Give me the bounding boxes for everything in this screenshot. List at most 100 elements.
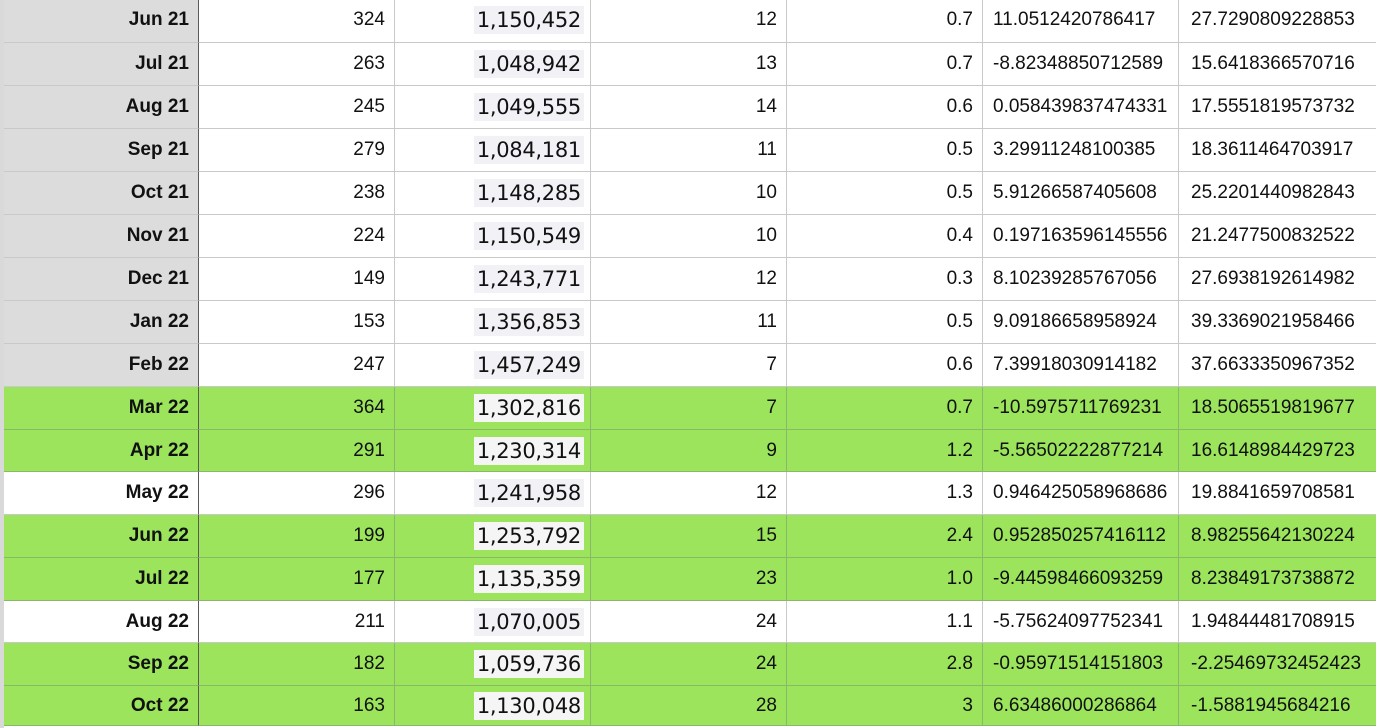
cell-col-a[interactable]: 149 (199, 258, 395, 301)
cell-col-d[interactable]: 0.7 (787, 387, 983, 430)
cell-col-e[interactable]: -10.5975711769231 (983, 387, 1179, 430)
cell-col-f[interactable]: 21.2477500832522 (1179, 215, 1376, 258)
cell-col-e[interactable]: 3.29911248100385 (983, 129, 1179, 172)
cell-col-b[interactable]: 1,241,958 (395, 472, 591, 515)
cell-col-c[interactable]: 12 (591, 258, 787, 301)
row-label-cell[interactable]: Mar 22 (4, 387, 199, 430)
cell-col-d[interactable]: 0.4 (787, 215, 983, 258)
cell-col-c[interactable]: 11 (591, 129, 787, 172)
row-label-cell[interactable]: Sep 21 (4, 129, 199, 172)
cell-col-d[interactable]: 0.5 (787, 172, 983, 215)
cell-col-a[interactable]: 211 (199, 601, 395, 643)
cell-col-f[interactable]: 18.3611464703917 (1179, 129, 1376, 172)
cell-col-c[interactable]: 10 (591, 172, 787, 215)
cell-col-f[interactable]: 16.6148984429723 (1179, 430, 1376, 472)
cell-col-e[interactable]: -5.56502222877214 (983, 430, 1179, 472)
cell-col-a[interactable]: 224 (199, 215, 395, 258)
row-label-cell[interactable]: Aug 21 (4, 86, 199, 129)
cell-col-e[interactable]: 8.10239285767056 (983, 258, 1179, 301)
row-label-cell[interactable]: Aug 22 (4, 601, 199, 643)
cell-col-a[interactable]: 177 (199, 558, 395, 601)
row-label-cell[interactable]: Nov 21 (4, 215, 199, 258)
row-label-cell[interactable]: Dec 21 (4, 258, 199, 301)
cell-col-c[interactable]: 12 (591, 472, 787, 515)
cell-col-d[interactable]: 1.2 (787, 430, 983, 472)
cell-col-c[interactable]: 9 (591, 430, 787, 472)
cell-col-a[interactable]: 153 (199, 301, 395, 344)
row-label-cell[interactable]: Jun 21 (4, 0, 199, 43)
cell-col-d[interactable]: 1.3 (787, 472, 983, 515)
cell-col-b[interactable]: 1,150,452 (395, 0, 591, 43)
cell-col-d[interactable]: 1.0 (787, 558, 983, 601)
cell-col-e[interactable]: 11.0512420786417 (983, 0, 1179, 43)
cell-col-e[interactable]: 6.63486000286864 (983, 686, 1179, 726)
cell-col-e[interactable]: 0.952850257416112 (983, 515, 1179, 558)
cell-col-c[interactable]: 23 (591, 558, 787, 601)
cell-col-a[interactable]: 245 (199, 86, 395, 129)
cell-col-b[interactable]: 1,243,771 (395, 258, 591, 301)
cell-col-d[interactable]: 0.5 (787, 129, 983, 172)
cell-col-d[interactable]: 1.1 (787, 601, 983, 643)
cell-col-a[interactable]: 364 (199, 387, 395, 430)
row-label-cell[interactable]: Jun 22 (4, 515, 199, 558)
cell-col-d[interactable]: 2.8 (787, 643, 983, 686)
cell-col-e[interactable]: 0.197163596145556 (983, 215, 1179, 258)
cell-col-d[interactable]: 0.7 (787, 0, 983, 43)
cell-col-e[interactable]: -0.95971514151803 (983, 643, 1179, 686)
cell-col-d[interactable]: 2.4 (787, 515, 983, 558)
cell-col-c[interactable]: 24 (591, 643, 787, 686)
cell-col-d[interactable]: 0.3 (787, 258, 983, 301)
cell-col-d[interactable]: 0.5 (787, 301, 983, 344)
cell-col-f[interactable]: 19.8841659708581 (1179, 472, 1376, 515)
cell-col-b[interactable]: 1,356,853 (395, 301, 591, 344)
cell-col-a[interactable]: 279 (199, 129, 395, 172)
cell-col-b[interactable]: 1,048,942 (395, 43, 591, 86)
cell-col-f[interactable]: 15.6418366570716 (1179, 43, 1376, 86)
cell-col-a[interactable]: 291 (199, 430, 395, 472)
row-label-cell[interactable]: Oct 22 (4, 686, 199, 726)
cell-col-c[interactable]: 24 (591, 601, 787, 643)
cell-col-b[interactable]: 1,049,555 (395, 86, 591, 129)
cell-col-f[interactable]: 1.94844481708915 (1179, 601, 1376, 643)
cell-col-c[interactable]: 11 (591, 301, 787, 344)
cell-col-f[interactable]: 8.23849173738872 (1179, 558, 1376, 601)
cell-col-d[interactable]: 0.6 (787, 86, 983, 129)
row-label-cell[interactable]: May 22 (4, 472, 199, 515)
row-label-cell[interactable]: Feb 22 (4, 344, 199, 387)
cell-col-c[interactable]: 12 (591, 0, 787, 43)
cell-col-e[interactable]: 7.39918030914182 (983, 344, 1179, 387)
cell-col-a[interactable]: 238 (199, 172, 395, 215)
cell-col-b[interactable]: 1,148,285 (395, 172, 591, 215)
cell-col-c[interactable]: 7 (591, 387, 787, 430)
cell-col-f[interactable]: 27.7290809228853 (1179, 0, 1376, 43)
cell-col-d[interactable]: 3 (787, 686, 983, 726)
cell-col-b[interactable]: 1,084,181 (395, 129, 591, 172)
cell-col-b[interactable]: 1,302,816 (395, 387, 591, 430)
cell-col-f[interactable]: 27.6938192614982 (1179, 258, 1376, 301)
cell-col-a[interactable]: 182 (199, 643, 395, 686)
cell-col-b[interactable]: 1,253,792 (395, 515, 591, 558)
cell-col-b[interactable]: 1,135,359 (395, 558, 591, 601)
cell-col-b[interactable]: 1,150,549 (395, 215, 591, 258)
row-label-cell[interactable]: Apr 22 (4, 430, 199, 472)
cell-col-b[interactable]: 1,457,249 (395, 344, 591, 387)
cell-col-f[interactable]: 25.2201440982843 (1179, 172, 1376, 215)
cell-col-b[interactable]: 1,059,736 (395, 643, 591, 686)
cell-col-a[interactable]: 199 (199, 515, 395, 558)
cell-col-e[interactable]: -9.44598466093259 (983, 558, 1179, 601)
row-label-cell[interactable]: Jul 22 (4, 558, 199, 601)
cell-col-e[interactable]: 9.09186658958924 (983, 301, 1179, 344)
cell-col-d[interactable]: 0.6 (787, 344, 983, 387)
cell-col-f[interactable]: 39.3369021958466 (1179, 301, 1376, 344)
cell-col-c[interactable]: 14 (591, 86, 787, 129)
row-label-cell[interactable]: Sep 22 (4, 643, 199, 686)
cell-col-d[interactable]: 0.7 (787, 43, 983, 86)
cell-col-f[interactable]: 37.6633350967352 (1179, 344, 1376, 387)
cell-col-c[interactable]: 15 (591, 515, 787, 558)
cell-col-e[interactable]: 0.058439837474331 (983, 86, 1179, 129)
cell-col-f[interactable]: -2.25469732452423 (1179, 643, 1376, 686)
cell-col-e[interactable]: -5.75624097752341 (983, 601, 1179, 643)
cell-col-e[interactable]: 5.91266587405608 (983, 172, 1179, 215)
cell-col-e[interactable]: 0.946425058968686 (983, 472, 1179, 515)
cell-col-f[interactable]: 8.98255642130224 (1179, 515, 1376, 558)
